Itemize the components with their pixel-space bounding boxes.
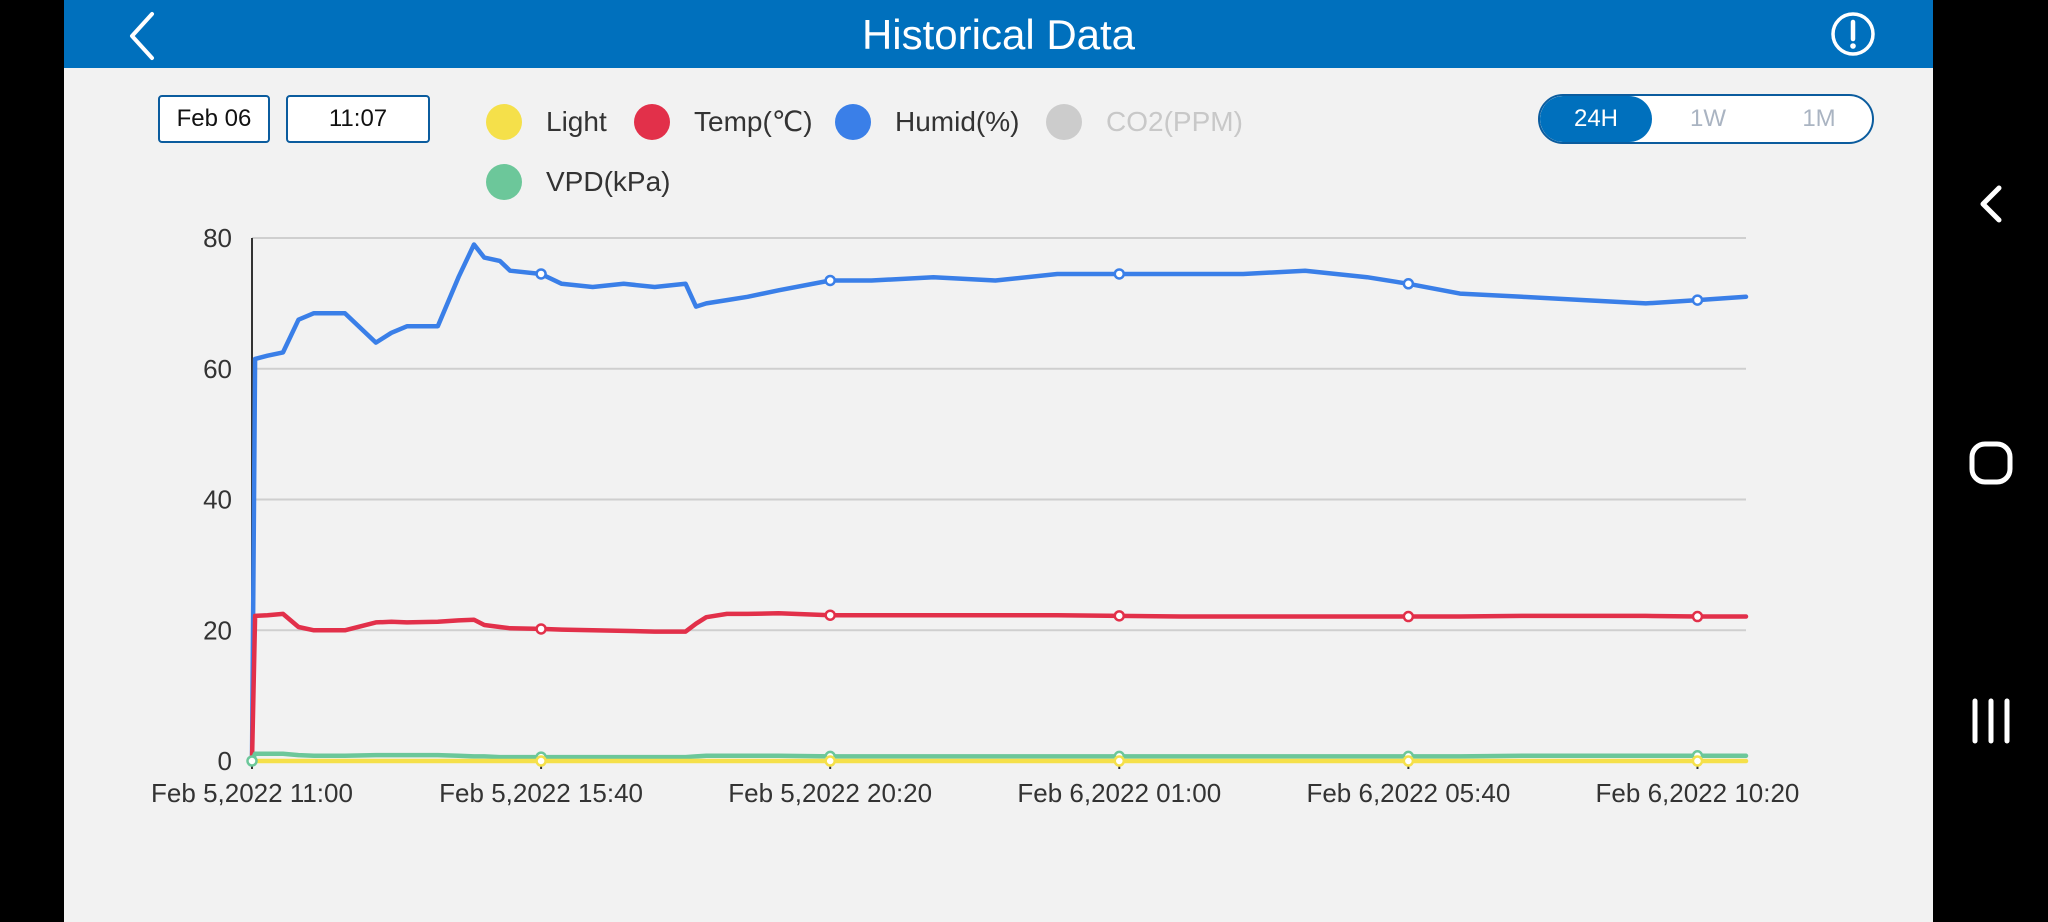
time-range-toggle: 24H 1W 1M xyxy=(1538,94,1874,144)
data-point-marker xyxy=(1113,755,1126,767)
x-tick-label: Feb 6,2022 10:20 xyxy=(1596,778,1800,808)
data-point-marker xyxy=(1691,755,1704,767)
date-selector[interactable]: Feb 06 xyxy=(158,95,270,143)
nav-home-icon xyxy=(1969,441,2013,485)
time-selector[interactable]: 11:07 xyxy=(286,95,430,143)
data-point-marker xyxy=(1402,755,1415,767)
app-screen: Historical Data Feb 06 11:07 Light Temp(… xyxy=(64,0,1933,922)
app-header: Historical Data xyxy=(64,0,1933,68)
legend-dot xyxy=(1046,104,1082,140)
nav-recents-icon xyxy=(1972,698,2010,744)
y-tick-label: 0 xyxy=(218,746,232,776)
data-point-marker xyxy=(1402,278,1415,290)
data-point-marker xyxy=(535,623,547,635)
origin-marker xyxy=(246,755,258,767)
legend-label: Humid(%) xyxy=(895,106,1020,137)
data-point-marker xyxy=(1691,610,1704,623)
data-point-marker xyxy=(824,274,836,287)
y-tick-label: 80 xyxy=(203,223,232,253)
history-line-chart: 0 20 40 60 80 Feb 5,2022 11:00 Feb 5,2022 15:4… xyxy=(151,223,1800,808)
data-point-marker xyxy=(1113,268,1126,280)
series-line-temp xyxy=(249,611,1749,764)
nav-back-button[interactable] xyxy=(1955,168,2027,240)
y-tick-label: 60 xyxy=(203,354,232,384)
data-point-marker xyxy=(824,755,836,767)
nav-back-icon xyxy=(1980,185,2002,223)
legend-label: VPD(kPa) xyxy=(546,166,671,197)
legend-dot xyxy=(486,104,522,140)
data-point-marker xyxy=(535,755,547,767)
back-button[interactable] xyxy=(116,6,172,62)
x-tick-label: Feb 5,2022 11:00 xyxy=(151,778,353,808)
series-line-humid xyxy=(249,242,1749,764)
range-option-24h[interactable]: 24H xyxy=(1540,96,1652,142)
y-tick-label: 20 xyxy=(203,615,232,645)
x-tick-label: Feb 5,2022 15:40 xyxy=(439,778,643,808)
data-point-marker xyxy=(1691,294,1704,306)
range-option-1m[interactable]: 1M xyxy=(1802,105,1836,132)
x-tick-label: Feb 6,2022 01:00 xyxy=(1017,778,1221,808)
legend-dot xyxy=(634,104,670,140)
legend-dot xyxy=(835,104,871,140)
data-point-marker xyxy=(824,609,836,621)
data-point-marker xyxy=(535,268,547,280)
legend-label: Light xyxy=(546,106,607,137)
series-line-vpd-kpa xyxy=(249,751,1749,764)
legend-label: Temp(℃) xyxy=(694,106,813,137)
y-tick-label: 40 xyxy=(203,485,232,515)
android-nav-bar xyxy=(1933,0,2048,922)
page-title: Historical Data xyxy=(861,11,1136,58)
back-chevron-icon xyxy=(130,12,154,60)
legend-dot xyxy=(486,164,522,200)
x-tick-label: Feb 5,2022 20:20 xyxy=(728,778,932,808)
x-tick-label: Feb 6,2022 05:40 xyxy=(1306,778,1510,808)
data-point-marker xyxy=(1113,610,1126,622)
nav-recents-button[interactable] xyxy=(1955,685,2027,757)
data-point-marker xyxy=(1402,610,1415,623)
range-option-1w[interactable]: 1W xyxy=(1690,105,1726,132)
nav-home-button[interactable] xyxy=(1955,427,2027,499)
info-button[interactable] xyxy=(1829,10,1877,58)
legend-label: CO2(PPM) xyxy=(1106,106,1243,137)
info-circle-icon xyxy=(1831,12,1875,56)
